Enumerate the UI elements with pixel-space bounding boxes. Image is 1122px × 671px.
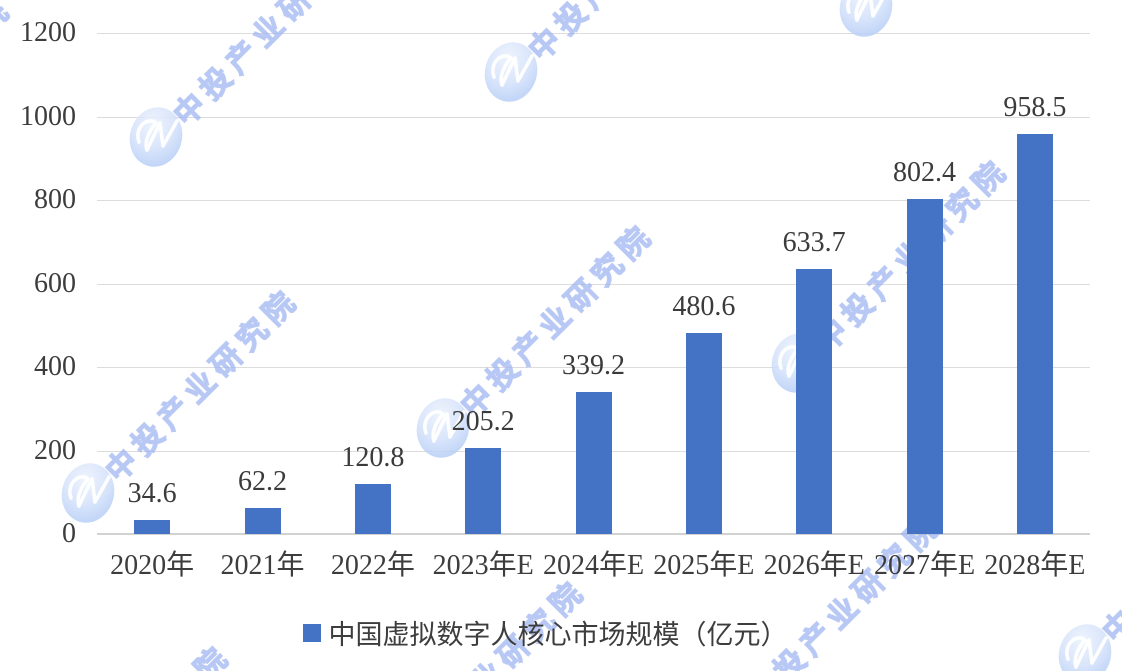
bar-value-label: 802.4 <box>893 156 956 188</box>
gridline <box>97 200 1090 201</box>
watermark-text: 中投产业研究院 <box>876 0 1087 5</box>
legend-label: 中国虚拟数字人核心市场规模（亿元） <box>328 620 788 650</box>
x-axis-label-2024年E: 2024年E <box>542 550 645 581</box>
bar-value-label: 480.6 <box>672 291 736 323</box>
bar-value-label: 633.7 <box>782 227 846 259</box>
watermark-logo-icon <box>126 105 186 174</box>
y-axis-tick-label: 1000 <box>20 100 76 132</box>
x-axis-label-2022年: 2022年 <box>330 550 415 581</box>
legend-swatch-icon <box>302 623 321 642</box>
y-axis-tick-label: 0 <box>62 518 76 549</box>
y-axis-tick-label: 400 <box>34 351 76 382</box>
y-axis-tick-label: 800 <box>34 184 76 215</box>
bar-2024年E[interactable] <box>575 392 612 534</box>
watermark-text: 中投产业研究院 <box>521 0 732 70</box>
y-axis-tick-label: 600 <box>34 267 76 299</box>
bar-value-label: 339.2 <box>562 350 625 382</box>
x-axis-line <box>97 533 1090 535</box>
bar-value-label: 205.2 <box>451 406 515 438</box>
y-axis-tick-label: 1200 <box>20 17 76 48</box>
bar-2020年[interactable] <box>134 519 171 534</box>
y-axis-tick-label: 200 <box>34 434 76 466</box>
bar-2026年E[interactable] <box>796 269 833 534</box>
bar-2022年[interactable] <box>354 483 391 534</box>
x-axis-label-2027年E: 2027年E <box>873 550 976 581</box>
watermark-text: 中投产业研究院 <box>99 281 307 489</box>
gridline <box>97 116 1090 118</box>
gridline <box>97 33 1090 34</box>
bar-2025年E[interactable] <box>685 333 722 534</box>
bar-value-label: 62.2 <box>238 466 287 498</box>
x-axis-label-2025年E: 2025年E <box>653 550 755 581</box>
x-axis-label-2021年: 2021年 <box>220 550 305 581</box>
watermark-text: 中投产业研究院 <box>1096 442 1122 650</box>
bar-2028年E[interactable] <box>1016 133 1053 534</box>
watermark-text: 中投产业研究院 <box>167 0 375 133</box>
gridline <box>97 283 1090 285</box>
gridline <box>97 367 1090 368</box>
watermark-logo-icon <box>836 0 896 44</box>
bar-2021年[interactable] <box>244 508 281 534</box>
bar-value-label: 34.6 <box>127 477 177 509</box>
bar-2023年E[interactable] <box>465 448 502 534</box>
x-axis-label-2028年E: 2028年E <box>984 550 1086 581</box>
watermark-logo-icon <box>481 40 541 109</box>
legend: 中国虚拟数字人核心市场规模（亿元） <box>0 613 1090 652</box>
x-axis-label-2023年E: 2023年E <box>432 550 534 581</box>
bar-value-label: 120.8 <box>341 441 405 473</box>
bar-value-label: 958.5 <box>1003 91 1067 123</box>
bar-2027年E[interactable] <box>906 198 943 534</box>
x-axis-label-2020年: 2020年 <box>110 550 195 581</box>
x-axis-label-2026年E: 2026年E <box>763 550 865 581</box>
